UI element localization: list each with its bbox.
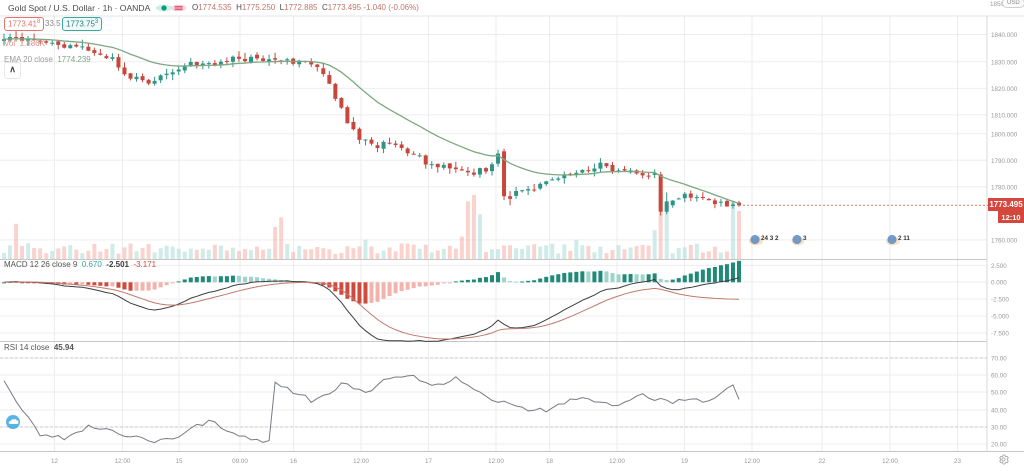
svg-text:1800.000: 1800.000 (991, 131, 1018, 138)
svg-text:1810.000: 1810.000 (991, 113, 1018, 120)
svg-text:-2.500: -2.500 (991, 297, 1009, 304)
svg-text:50.00: 50.00 (991, 390, 1007, 397)
svg-text:12:00: 12:00 (882, 458, 898, 465)
svg-text:1820.000: 1820.000 (991, 86, 1018, 93)
svg-text:20.00: 20.00 (991, 442, 1007, 449)
svg-text:2.500: 2.500 (991, 263, 1007, 270)
svg-text:60.00: 60.00 (991, 373, 1007, 380)
svg-text:22: 22 (818, 458, 826, 465)
svg-text:40.00: 40.00 (991, 408, 1007, 415)
svg-text:-7.500: -7.500 (991, 331, 1009, 338)
svg-text:12:00: 12:00 (609, 458, 625, 465)
svg-text:1780.000: 1780.000 (991, 184, 1018, 191)
svg-text:30.00: 30.00 (991, 425, 1007, 432)
svg-text:12:00: 12:00 (115, 458, 131, 465)
svg-text:15: 15 (175, 458, 183, 465)
svg-text:-5.000: -5.000 (991, 314, 1009, 321)
svg-text:19: 19 (681, 458, 689, 465)
svg-text:1760.000: 1760.000 (991, 238, 1018, 245)
svg-text:1830.000: 1830.000 (991, 59, 1018, 66)
svg-text:12:00: 12:00 (353, 458, 369, 465)
svg-text:18: 18 (546, 458, 554, 465)
svg-text:2 11: 2 11 (898, 235, 910, 242)
svg-text:70.00: 70.00 (991, 356, 1007, 363)
svg-text:17: 17 (425, 458, 433, 465)
svg-text:0.000: 0.000 (991, 280, 1007, 287)
svg-text:12:00: 12:00 (488, 458, 504, 465)
svg-text:1840.000: 1840.000 (991, 32, 1018, 39)
svg-text:3: 3 (803, 235, 807, 242)
svg-text:23: 23 (954, 458, 962, 465)
svg-text:24 3 2: 24 3 2 (761, 235, 779, 242)
svg-text:09:00: 09:00 (232, 458, 248, 465)
svg-text:12: 12 (51, 458, 59, 465)
svg-text:12:00: 12:00 (744, 458, 760, 465)
svg-text:1790.000: 1790.000 (991, 158, 1018, 165)
svg-text:16: 16 (290, 458, 298, 465)
